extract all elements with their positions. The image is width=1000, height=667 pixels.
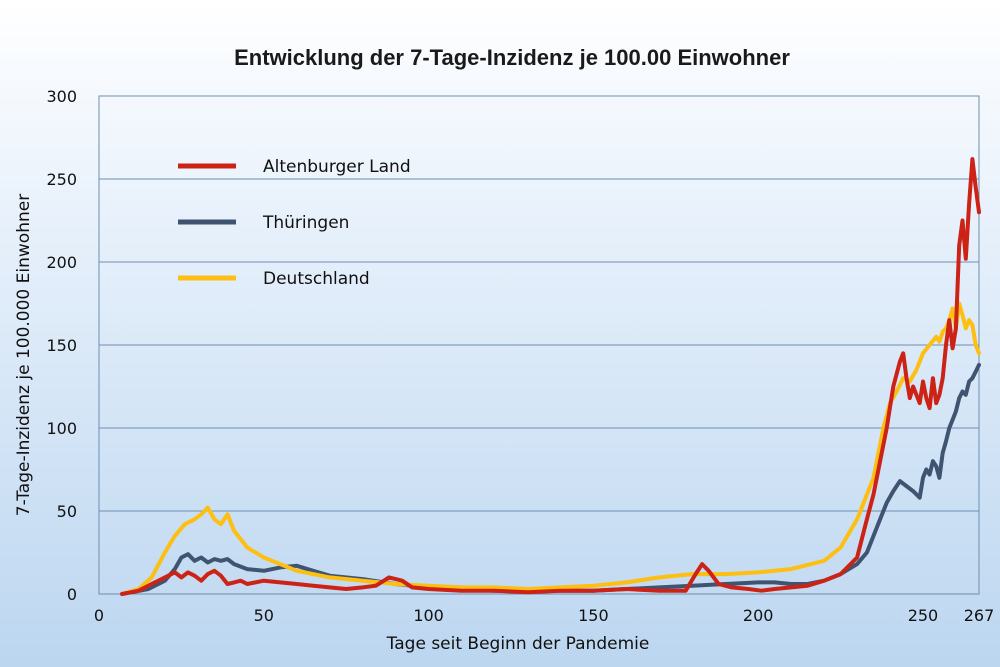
series-lines	[120, 157, 981, 596]
x-tick-label: 150	[578, 606, 609, 625]
y-tick-label: 300	[46, 87, 77, 106]
legend-label-1: Thüringen	[262, 213, 349, 233]
plot-area-frame	[98, 95, 980, 595]
y-tick-label: 250	[46, 170, 77, 189]
series-line-0	[120, 157, 981, 596]
legend-label-0: Altenburger Land	[263, 157, 411, 177]
x-tick-label: 0	[94, 606, 104, 625]
y-axis-label: 7-Tage-Inzidenz je 100.000 Einwohner	[14, 194, 34, 516]
chart-title: Entwicklung der 7-Tage-Inzidenz je 100.0…	[234, 45, 790, 70]
y-tick-label: 150	[46, 336, 77, 355]
x-tick-label: 200	[743, 606, 774, 625]
gridlines	[99, 178, 979, 512]
series-line-2	[120, 301, 981, 596]
y-tick-label: 200	[46, 253, 77, 272]
legend: Altenburger Land Thüringen Deutschland	[178, 157, 411, 289]
series-line-1	[120, 362, 981, 596]
x-tick-label: 250	[908, 606, 939, 625]
y-tick-label: 0	[67, 585, 77, 604]
x-tick-label: 100	[413, 606, 444, 625]
x-tick-labels: 0 50 100 150 200 250 267	[94, 606, 994, 625]
y-tick-label: 100	[46, 419, 77, 438]
legend-label-2: Deutschland	[263, 269, 370, 289]
x-tick-label: 50	[254, 606, 274, 625]
x-tick-label: 267	[964, 606, 995, 625]
y-tick-label: 50	[57, 502, 77, 521]
x-axis-label: Tage seit Beginn der Pandemie	[386, 634, 650, 654]
y-tick-labels: 0 50 100 150 200 250 300	[46, 87, 77, 604]
